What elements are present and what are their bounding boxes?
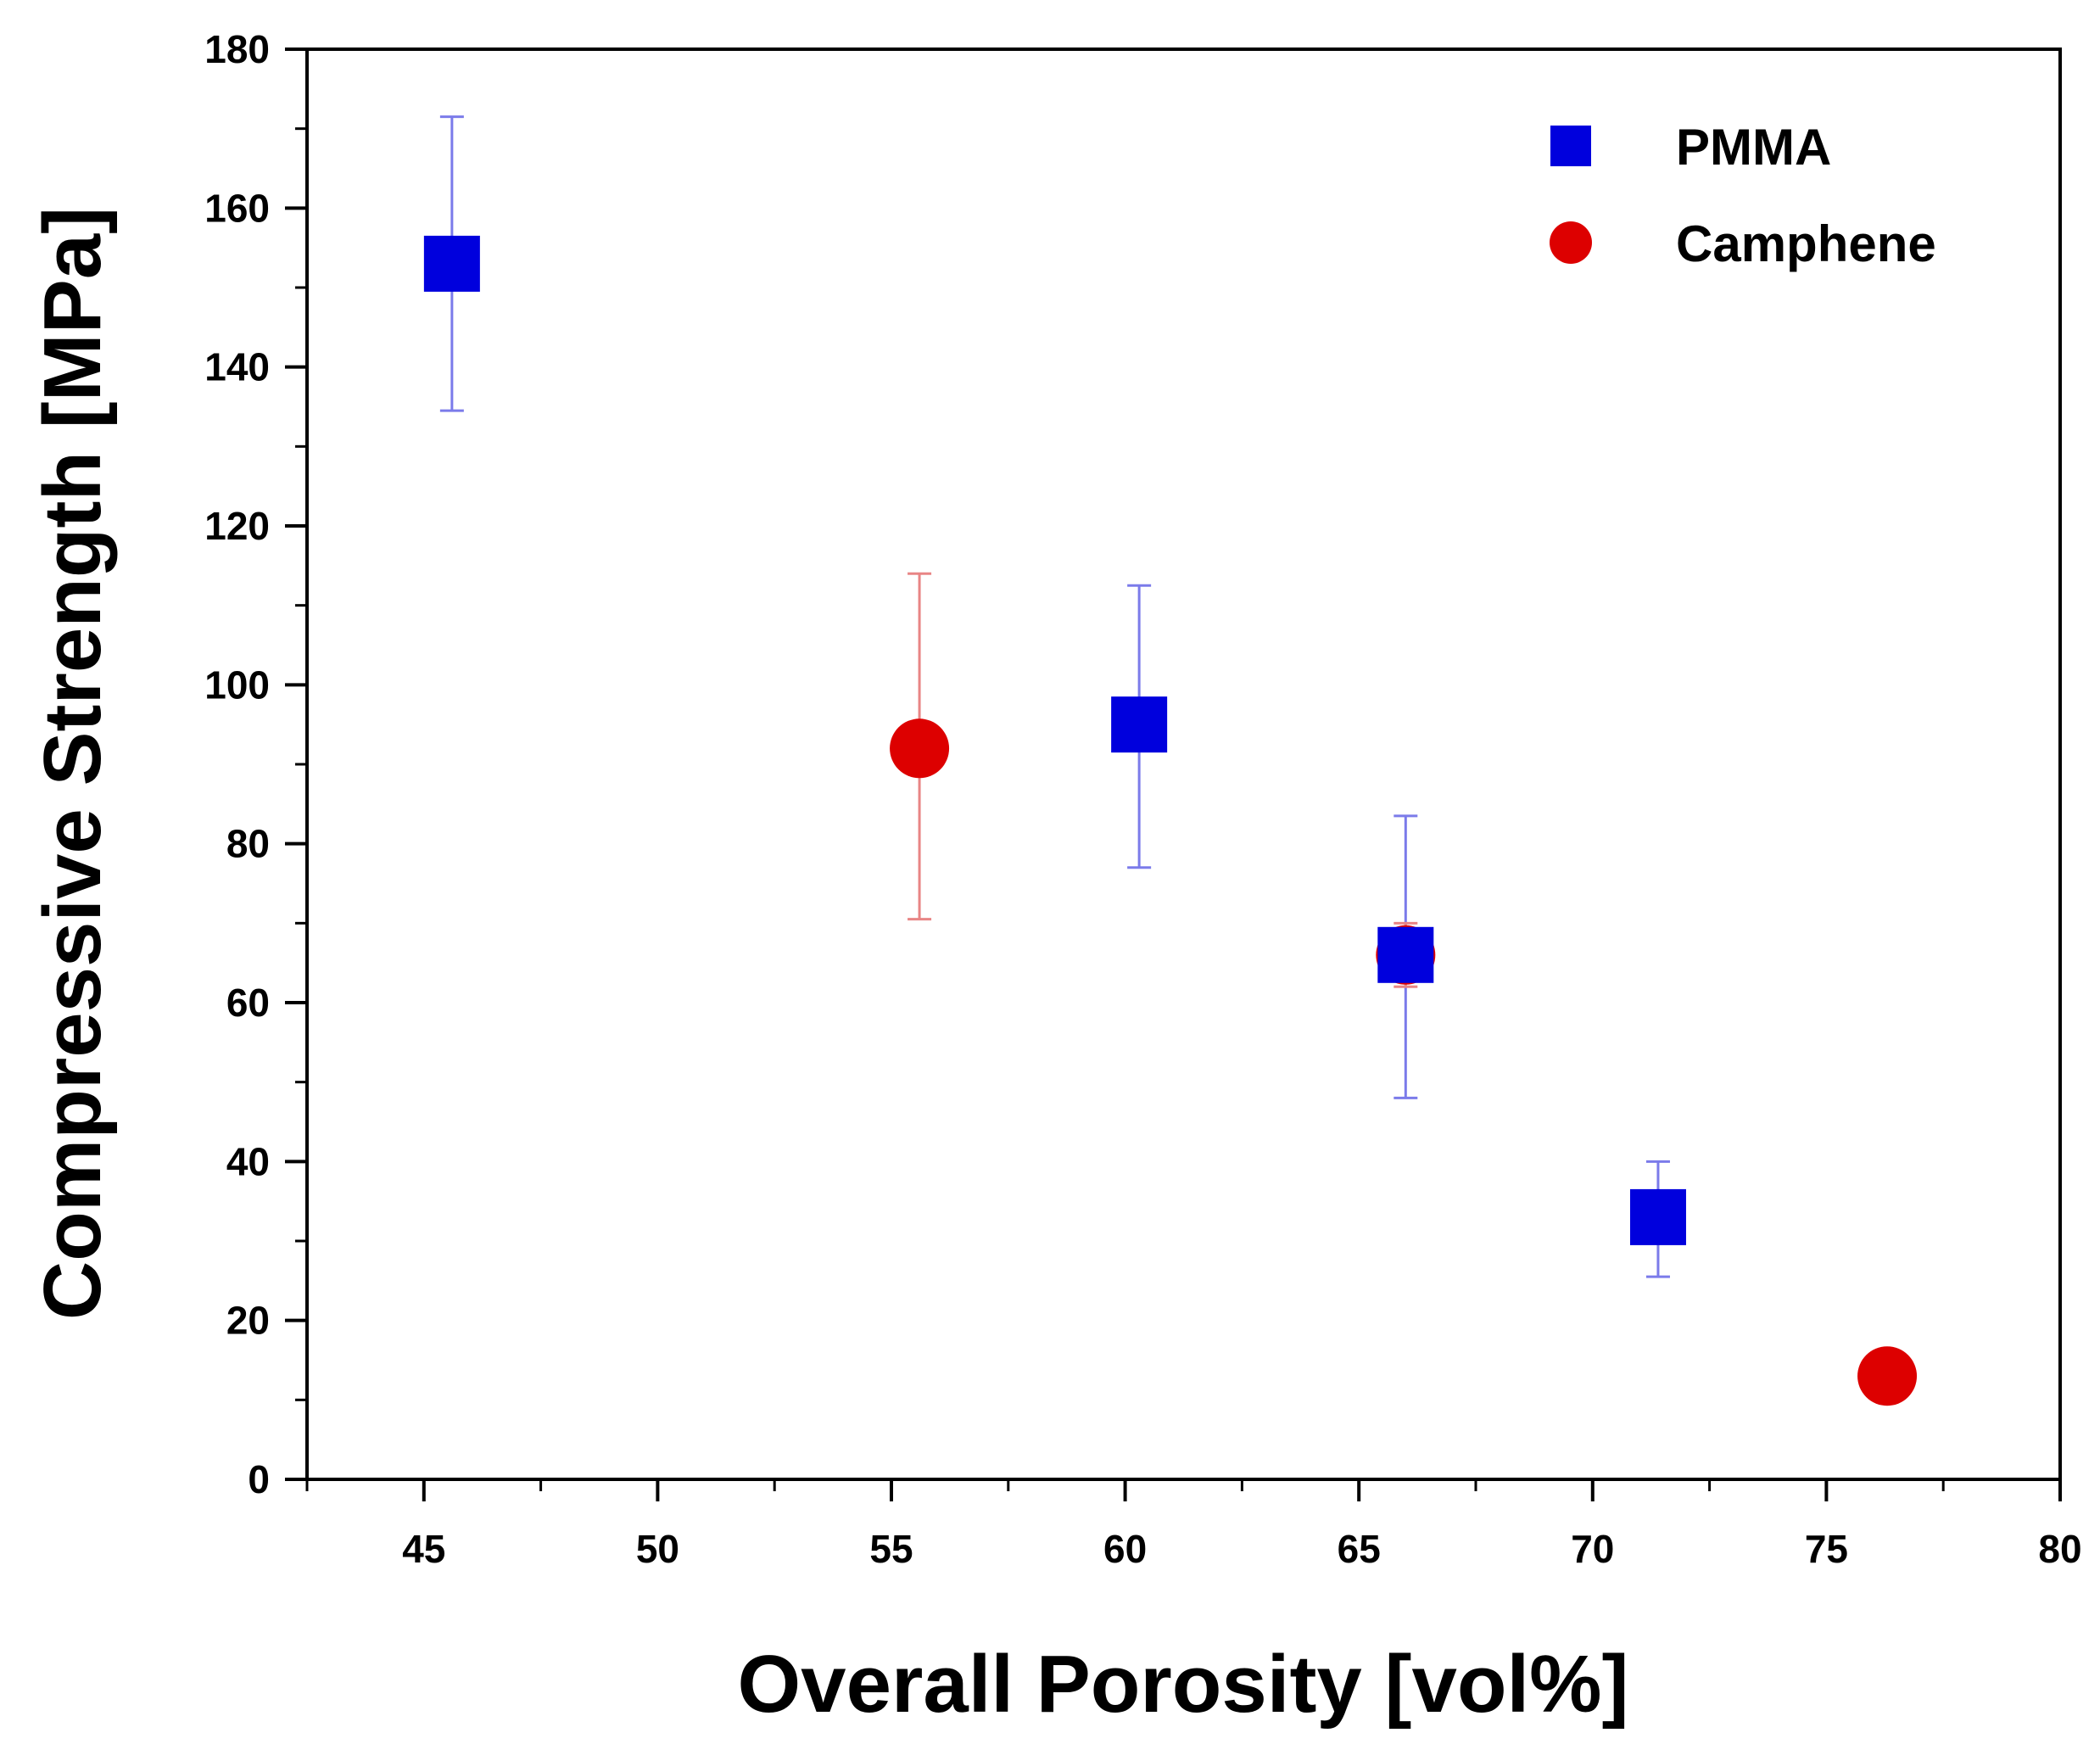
y-tick-label: 100 xyxy=(204,662,270,707)
x-tick-label: 65 xyxy=(1338,1527,1381,1571)
legend: PMMA Camphene xyxy=(1550,119,1936,272)
x-tick-label: 70 xyxy=(1571,1527,1614,1571)
legend-pmma-swatch xyxy=(1550,126,1591,166)
x-tick-label: 75 xyxy=(1805,1527,1848,1571)
x-tick-label: 45 xyxy=(402,1527,445,1571)
camphene-point xyxy=(1857,1346,1918,1406)
data-markers xyxy=(423,235,1918,1406)
pmma-point xyxy=(1629,1188,1686,1245)
y-tick-label: 0 xyxy=(248,1457,270,1501)
axis-ticks: 45 50 55 60 65 70 75 80 0 20 40 60 80 100 120 140 160 180 xyxy=(204,27,2081,1571)
y-tick-label: 180 xyxy=(204,27,270,71)
y-tick-label: 40 xyxy=(226,1139,270,1183)
y-tick-label: 20 xyxy=(226,1299,270,1343)
pmma-point xyxy=(1111,696,1168,753)
y-tick-label: 80 xyxy=(226,822,270,866)
y-axis-title: Compressive Strength [MPa] xyxy=(27,207,118,1320)
y-tick-label: 160 xyxy=(204,186,270,230)
legend-camphene-swatch xyxy=(1550,221,1592,264)
errorbars xyxy=(439,115,1670,1278)
pmma-point xyxy=(423,235,480,292)
y-tick-label: 140 xyxy=(204,345,270,389)
y-tick-label: 120 xyxy=(204,504,270,548)
x-tick-label: 50 xyxy=(636,1527,679,1571)
x-tick-label: 80 xyxy=(2038,1527,2081,1571)
x-tick-label: 60 xyxy=(1103,1527,1147,1571)
x-tick-label: 55 xyxy=(869,1527,913,1571)
x-axis-title: Overall Porosity [vol%] xyxy=(738,1639,1629,1730)
legend-label: PMMA xyxy=(1676,119,1831,176)
camphene-point xyxy=(890,718,950,779)
y-tick-label: 60 xyxy=(226,981,270,1025)
pmma-point xyxy=(1377,926,1434,983)
legend-label: Camphene xyxy=(1676,215,1936,272)
